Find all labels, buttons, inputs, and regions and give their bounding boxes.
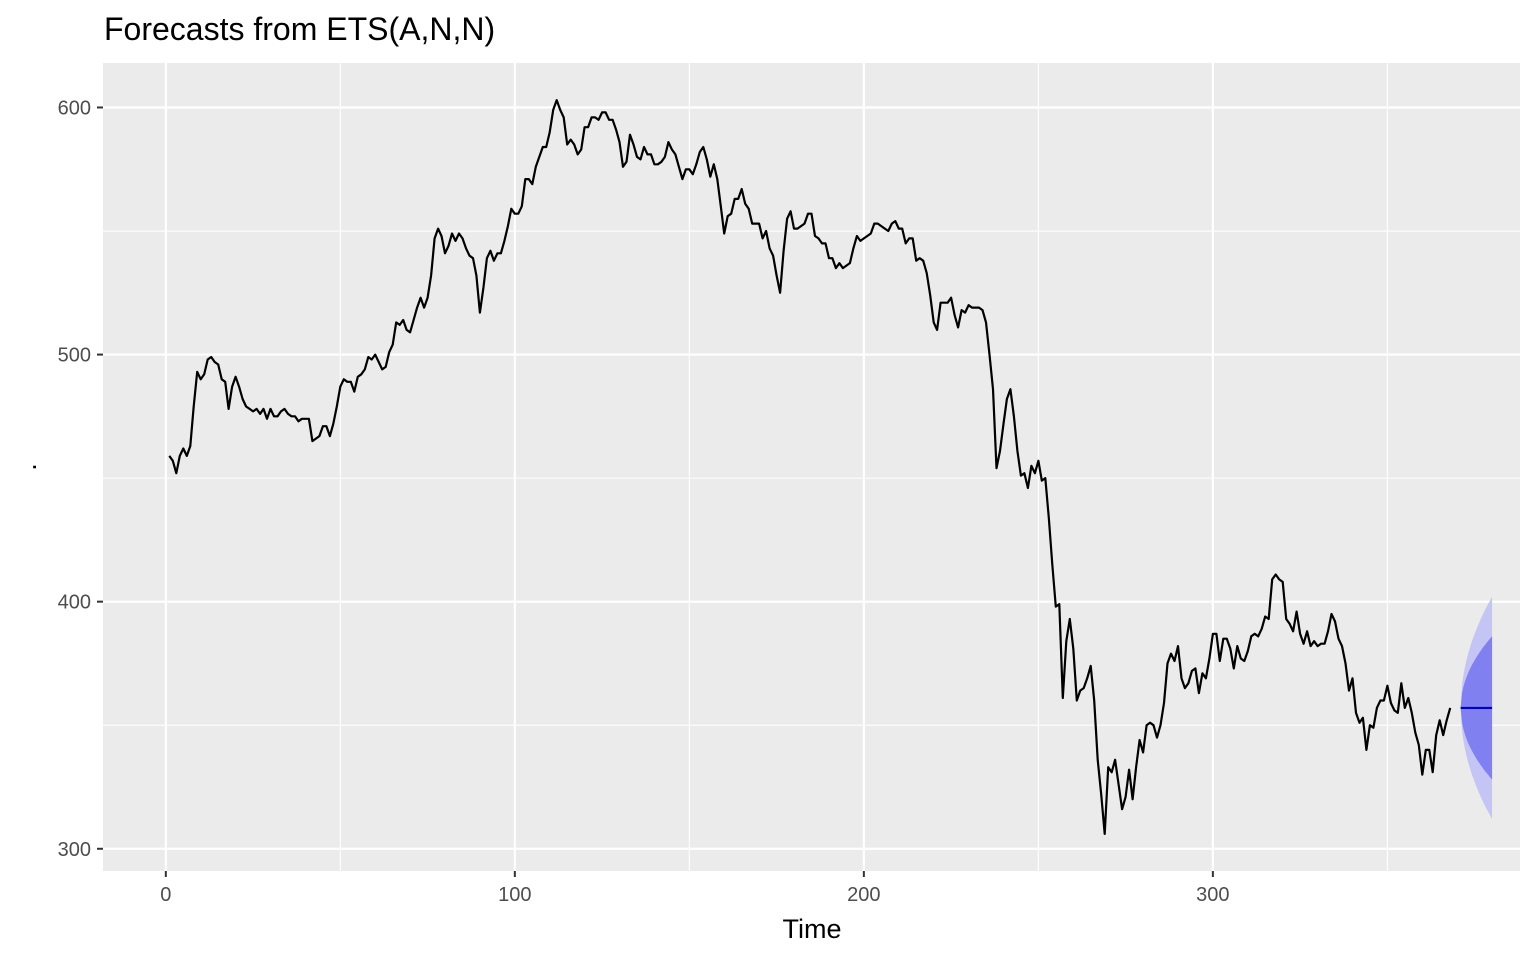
x-tick-label: 100 [498, 884, 531, 906]
x-tick-label: 0 [160, 884, 171, 906]
y-axis-title: . [12, 463, 42, 471]
y-tick-label: 300 [58, 839, 91, 861]
y-tick-label: 400 [58, 592, 91, 614]
x-tick-label: 200 [847, 884, 880, 906]
minor-gridlines [103, 63, 1520, 871]
y-tick-label: 500 [58, 345, 91, 367]
y-tick-label: 600 [58, 97, 91, 119]
x-axis-title: Time [783, 914, 842, 944]
x-tick-label: 300 [1196, 884, 1229, 906]
chart-title: Forecasts from ETS(A,N,N) [104, 11, 495, 47]
y-axis: 300 400 500 600 [58, 97, 103, 861]
series-line [168, 99, 1452, 835]
plot-panel [103, 63, 1520, 871]
x-axis: 0 100 200 300 [160, 871, 1230, 906]
